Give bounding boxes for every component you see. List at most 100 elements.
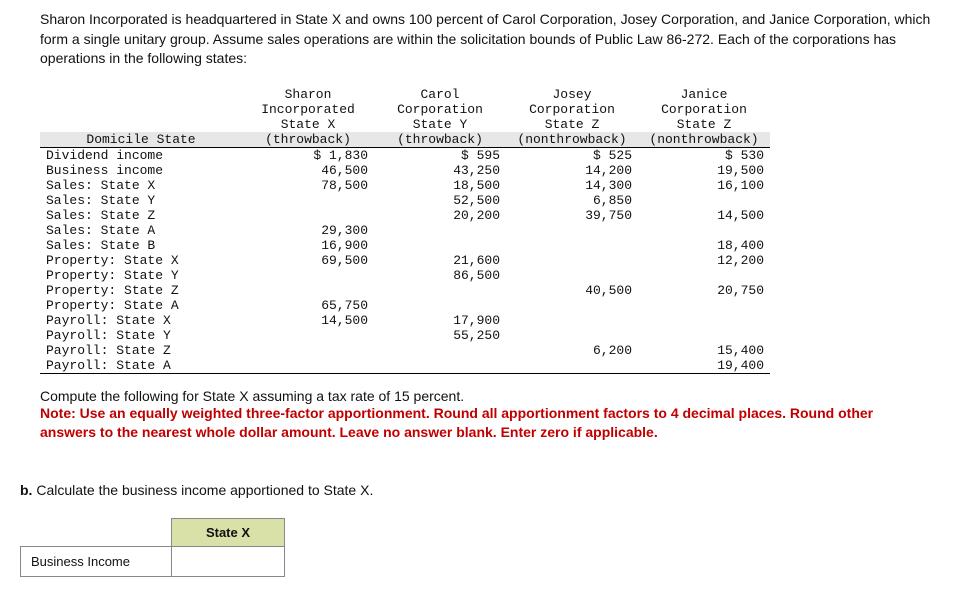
data-cell: 20,200: [374, 208, 506, 223]
data-cell: 43,250: [374, 163, 506, 178]
data-cell: 39,750: [506, 208, 638, 223]
data-cell: 6,850: [506, 193, 638, 208]
data-cell: 16,100: [638, 178, 770, 193]
data-cell: [638, 328, 770, 343]
data-cell: $ 530: [638, 147, 770, 163]
answer-table: State X Business Income: [20, 518, 285, 577]
data-cell: [506, 268, 638, 283]
data-cell: [374, 298, 506, 313]
col-name-3: Janice: [638, 87, 770, 102]
data-cell: [506, 298, 638, 313]
row-label: Sales: State A: [40, 223, 242, 238]
data-cell: [374, 223, 506, 238]
data-table: Sharon Carol Josey Janice Incorporated C…: [40, 87, 770, 374]
data-cell: 21,600: [374, 253, 506, 268]
data-cell: 14,500: [638, 208, 770, 223]
data-cell: [242, 358, 374, 374]
data-cell: $ 595: [374, 147, 506, 163]
col-name-0: Sharon: [242, 87, 374, 102]
answer-row-label: Business Income: [21, 546, 172, 576]
data-cell: [242, 268, 374, 283]
data-cell: 14,200: [506, 163, 638, 178]
col-rule-2: (nonthrowback): [506, 132, 638, 148]
data-cell: 52,500: [374, 193, 506, 208]
data-cell: 46,500: [242, 163, 374, 178]
row-label: Property: State Y: [40, 268, 242, 283]
data-cell: 16,900: [242, 238, 374, 253]
data-cell: [242, 208, 374, 223]
row-label: Property: State A: [40, 298, 242, 313]
data-cell: 19,400: [638, 358, 770, 374]
data-cell: 78,500: [242, 178, 374, 193]
compute-instruction: Compute the following for State X assumi…: [40, 388, 931, 404]
partb-label: b.: [20, 482, 32, 498]
data-cell: $ 1,830: [242, 147, 374, 163]
data-cell: 29,300: [242, 223, 374, 238]
data-cell: 14,300: [506, 178, 638, 193]
data-cell: [374, 358, 506, 374]
col-rule-3: (nonthrowback): [638, 132, 770, 148]
data-cell: [506, 238, 638, 253]
col-entity-3: Corporation: [638, 102, 770, 117]
data-cell: [638, 298, 770, 313]
row-label: Property: State X: [40, 253, 242, 268]
col-state-1: State Y: [374, 117, 506, 132]
data-cell: [638, 313, 770, 328]
col-name-2: Josey: [506, 87, 638, 102]
row-label: Payroll: State A: [40, 358, 242, 374]
data-cell: [242, 193, 374, 208]
data-cell: 15,400: [638, 343, 770, 358]
data-cell: 17,900: [374, 313, 506, 328]
rowlabel-header: Domicile State: [40, 132, 242, 148]
data-cell: [374, 283, 506, 298]
data-cell: 86,500: [374, 268, 506, 283]
data-cell: [638, 223, 770, 238]
row-label: Sales: State Z: [40, 208, 242, 223]
data-cell: [374, 238, 506, 253]
data-cell: [506, 328, 638, 343]
row-label: Payroll: State X: [40, 313, 242, 328]
col-rule-1: (throwback): [374, 132, 506, 148]
data-cell: 18,500: [374, 178, 506, 193]
col-state-0: State X: [242, 117, 374, 132]
business-income-input[interactable]: [182, 553, 274, 570]
col-entity-2: Corporation: [506, 102, 638, 117]
col-rule-0: (throwback): [242, 132, 374, 148]
col-state-2: State Z: [506, 117, 638, 132]
data-cell: 55,250: [374, 328, 506, 343]
part-b: b. Calculate the business income apporti…: [20, 482, 931, 498]
data-cell: 20,750: [638, 283, 770, 298]
partb-text: Calculate the business income apportione…: [36, 482, 373, 498]
row-label: Sales: State B: [40, 238, 242, 253]
data-cell: $ 525: [506, 147, 638, 163]
problem-intro: Sharon Incorporated is headquartered in …: [40, 10, 931, 69]
data-cell: [506, 313, 638, 328]
data-cell: 6,200: [506, 343, 638, 358]
data-cell: [506, 253, 638, 268]
note-text: Note: Use an equally weighted three-fact…: [40, 404, 931, 442]
data-cell: 65,750: [242, 298, 374, 313]
data-cell: [638, 193, 770, 208]
row-label: Property: State Z: [40, 283, 242, 298]
data-cell: [506, 358, 638, 374]
row-label: Payroll: State Y: [40, 328, 242, 343]
answer-col-header: State X: [172, 518, 285, 546]
data-cell: [242, 283, 374, 298]
row-label: Sales: State X: [40, 178, 242, 193]
row-label: Dividend income: [40, 147, 242, 163]
data-cell: [242, 343, 374, 358]
data-cell: [506, 223, 638, 238]
col-state-3: State Z: [638, 117, 770, 132]
data-cell: 69,500: [242, 253, 374, 268]
data-cell: 18,400: [638, 238, 770, 253]
data-cell: 40,500: [506, 283, 638, 298]
data-cell: 19,500: [638, 163, 770, 178]
col-name-1: Carol: [374, 87, 506, 102]
answer-cell[interactable]: [172, 546, 285, 576]
col-entity-0: Incorporated: [242, 102, 374, 117]
row-label: Sales: State Y: [40, 193, 242, 208]
data-cell: [638, 268, 770, 283]
row-label: Business income: [40, 163, 242, 178]
data-cell: [374, 343, 506, 358]
data-cell: 12,200: [638, 253, 770, 268]
